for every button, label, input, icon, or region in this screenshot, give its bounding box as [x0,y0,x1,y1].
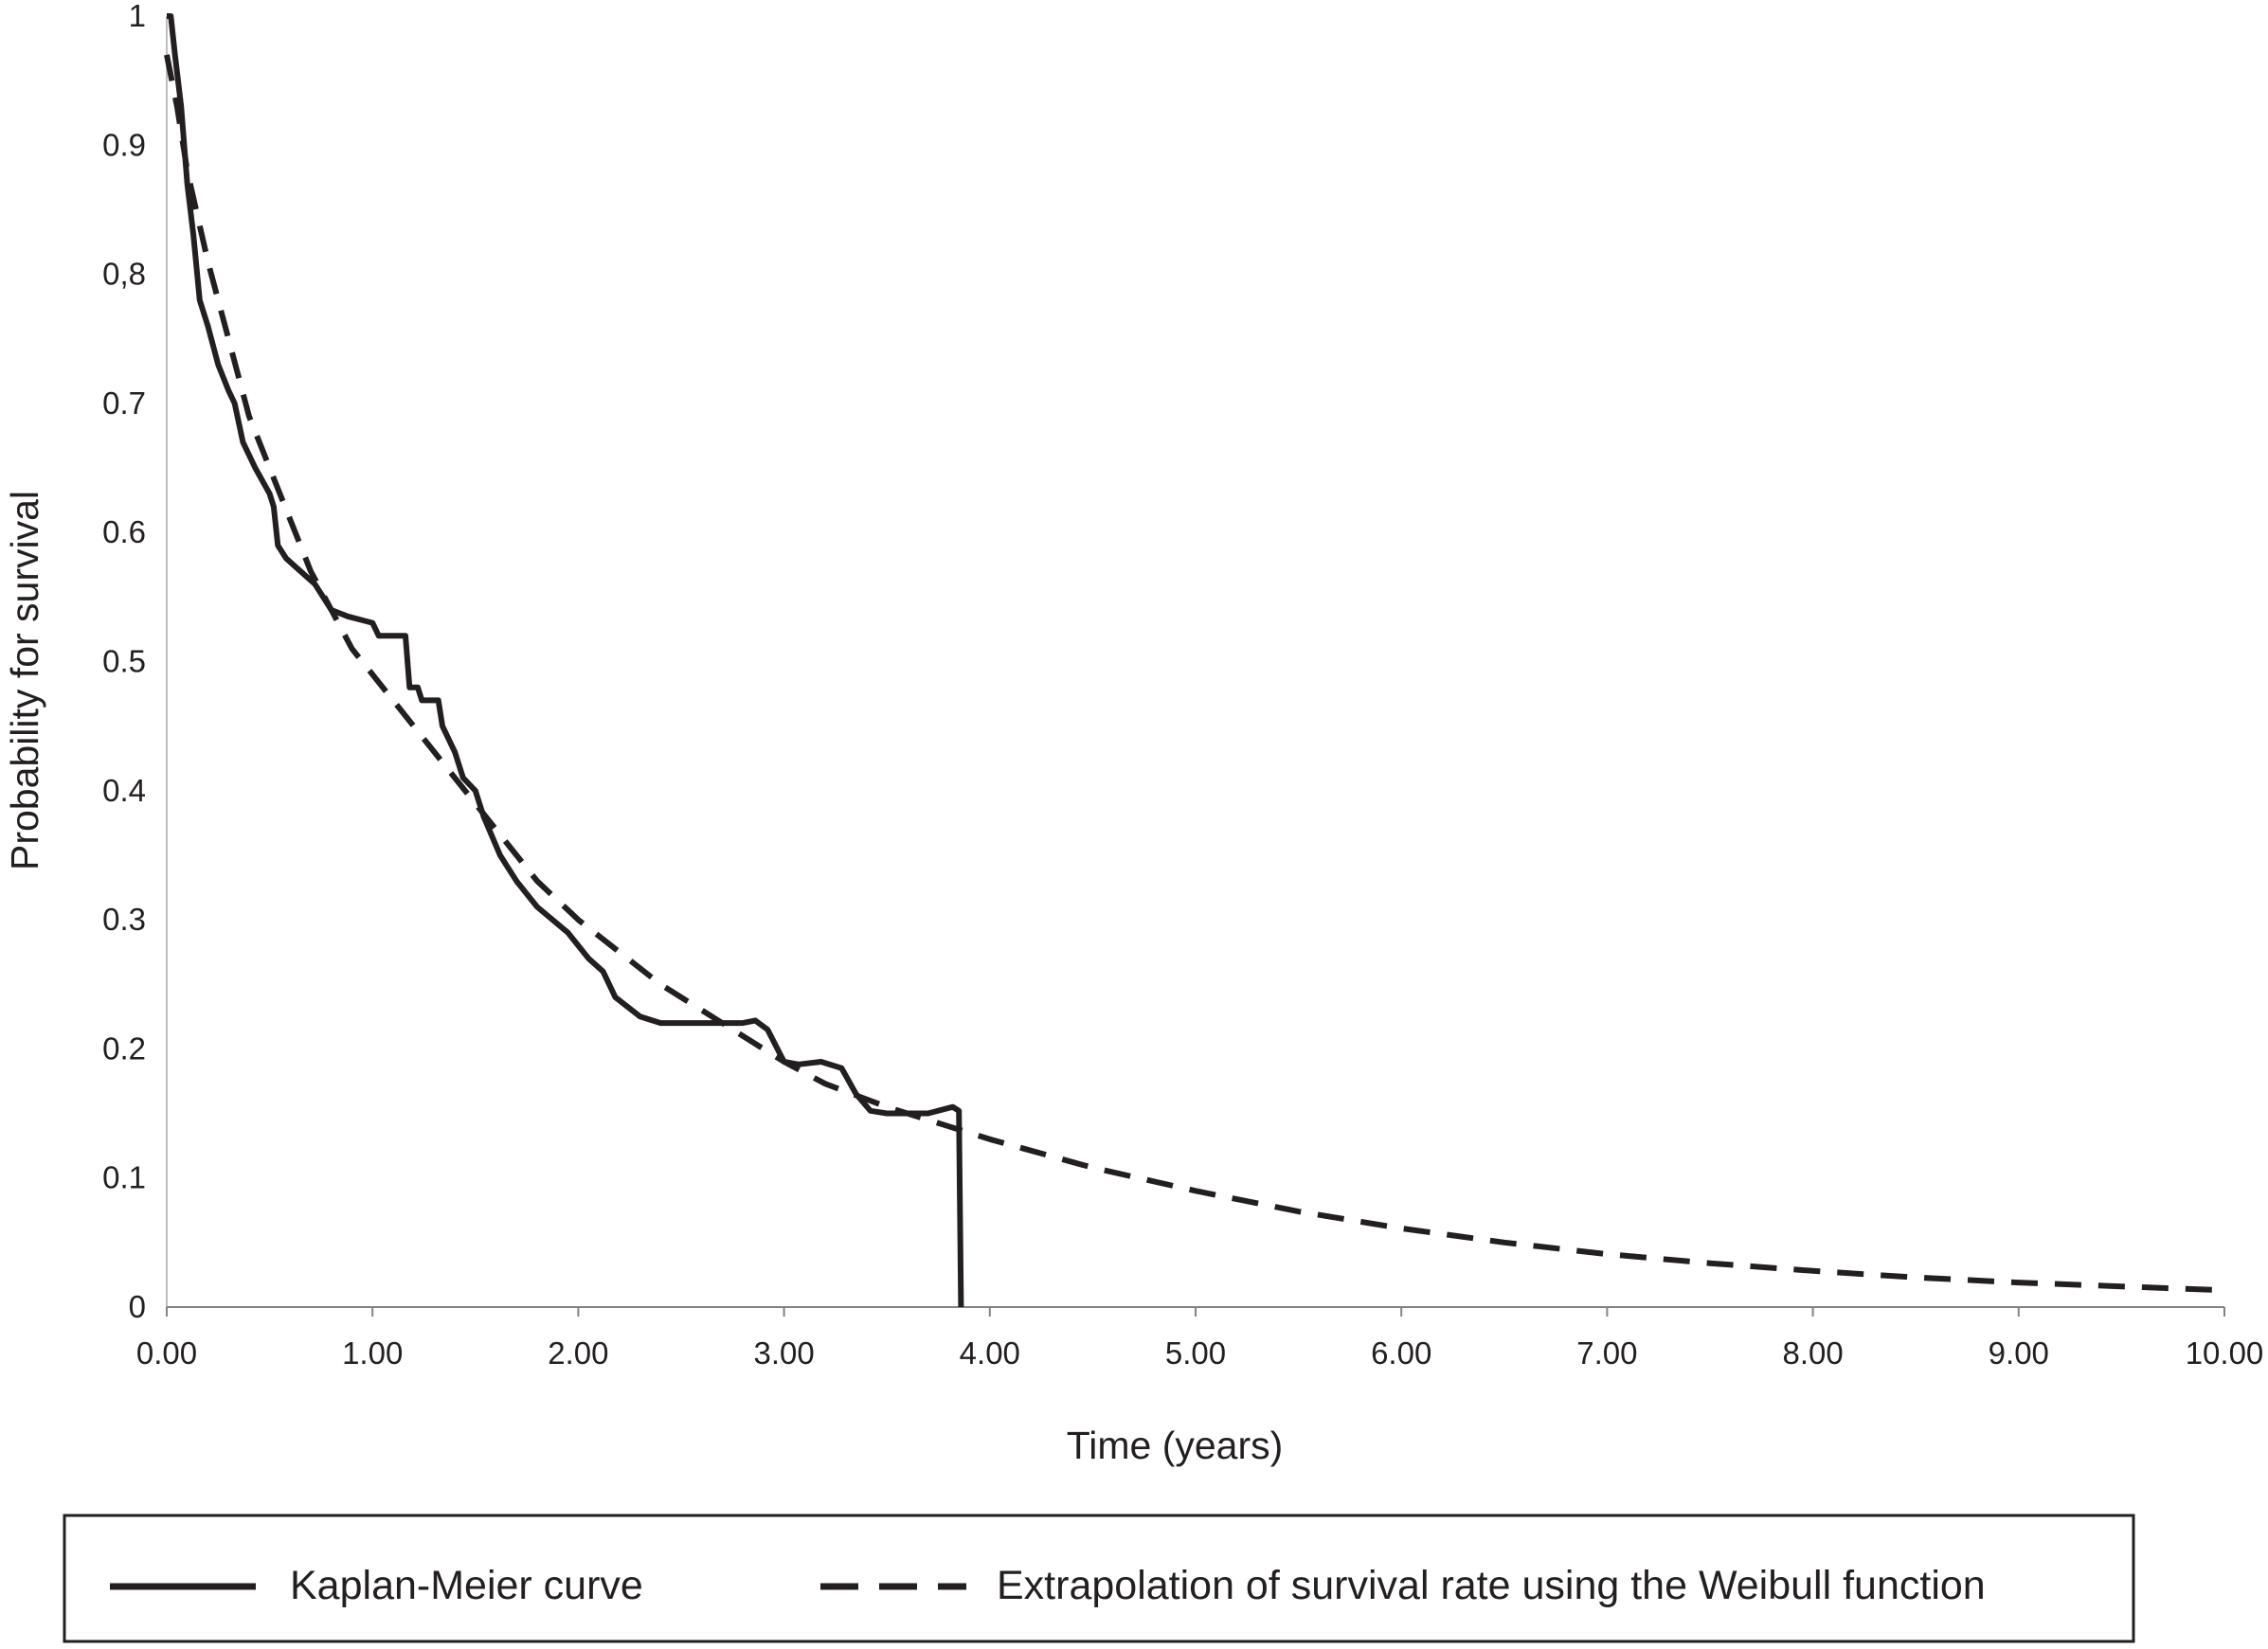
y-tick-label: 0.4 [102,773,146,808]
x-axis-title: Time (years) [1067,1424,1284,1467]
x-tick-label: 9.00 [1989,1335,2049,1371]
y-tick-label: 0.2 [102,1031,146,1066]
x-tick-label: 7.00 [1576,1335,1637,1371]
x-tick-label: 8.00 [1782,1335,1843,1371]
x-tick-label: 6.00 [1371,1335,1431,1371]
axes: 00.10.20.30.40.50.60.70,80.910.00 1.00 2.0… [3,0,2263,1467]
legend-box [63,1514,2135,1643]
y-tick-label: 0.7 [102,385,146,421]
x-tick-label: 5.00 [1165,1335,1226,1371]
y-axis-title: Probability for survival [3,491,46,870]
y-tick-label: 0.5 [102,644,146,679]
y-tick-label: 1 [129,0,146,33]
x-tick-label: 10.00 [2186,1335,2264,1371]
y-tick-label: 0.3 [102,902,146,937]
legend-label-weibull: Extrapolation of survival rate using the… [997,1563,1986,1608]
legend-label-kaplan-meier: Kaplan-Meier curve [290,1563,643,1608]
x-tick-label: 2.00 [548,1335,608,1371]
series-layer [164,13,2225,1308]
y-tick-label: 0.1 [102,1160,146,1195]
y-tick-label: 0.6 [102,514,146,549]
weibull-extrapolation-line [164,54,2225,1294]
x-tick-label: 3.00 [753,1335,814,1371]
kaplan-meier-line [167,13,964,1308]
x-tick-label: 4.00 [960,1335,1020,1371]
y-tick-label: 0 [129,1289,146,1324]
y-tick-label: 0.9 [102,127,146,162]
y-tick-label: 0,8 [102,257,146,292]
legend: Kaplan-Meier curve Extrapolation of survi… [63,1514,2135,1643]
x-tick-label: 0.00 [136,1335,197,1371]
x-tick-label: 1.00 [342,1335,403,1371]
